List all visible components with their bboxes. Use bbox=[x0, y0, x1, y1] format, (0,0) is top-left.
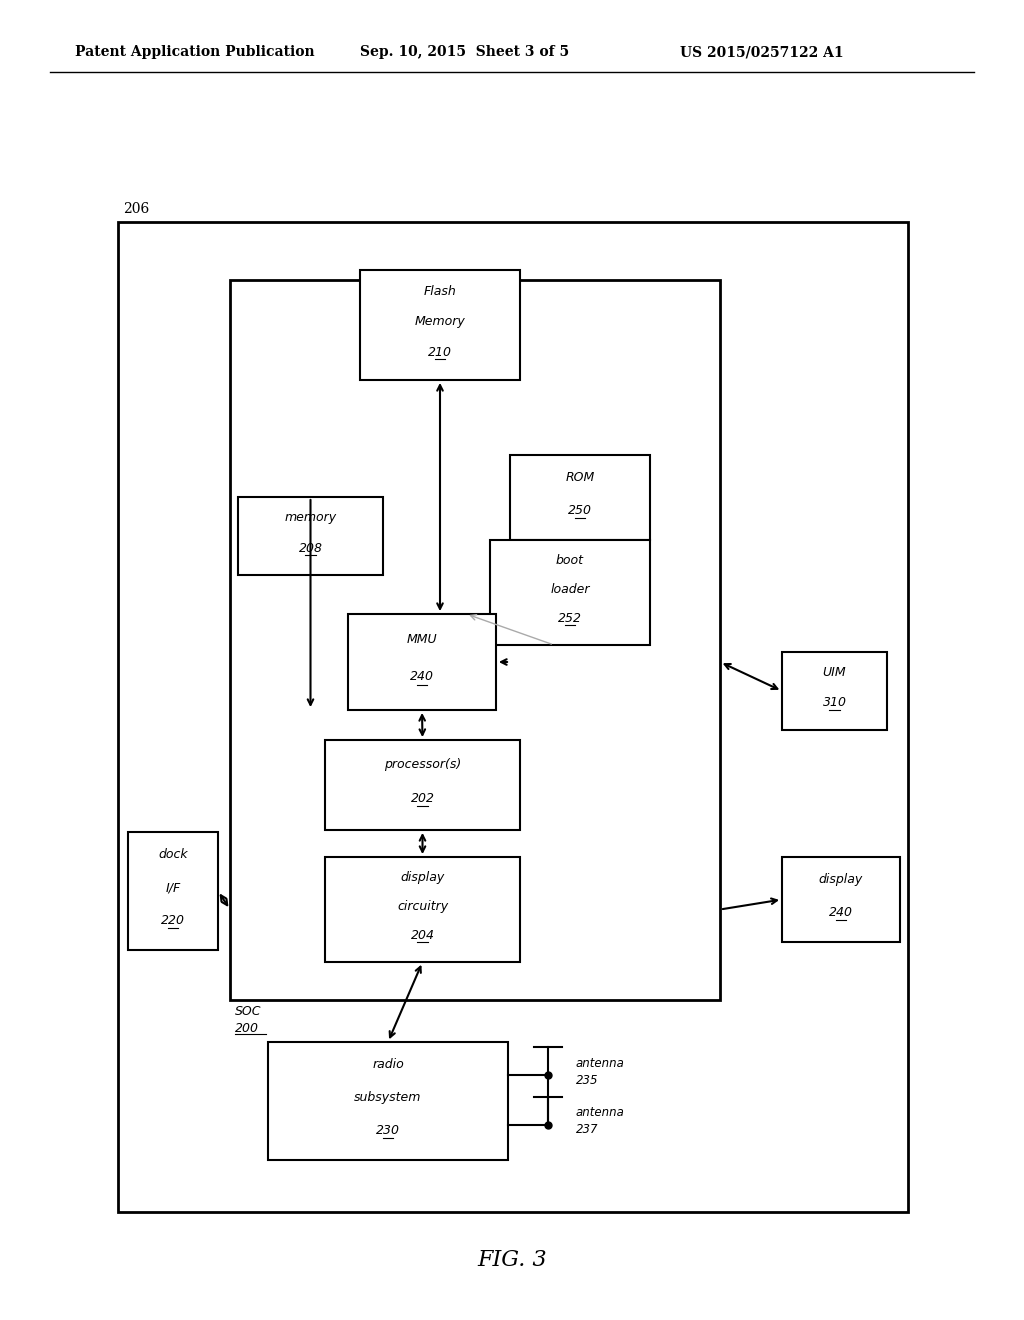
Text: display: display bbox=[819, 874, 863, 887]
Text: SOC: SOC bbox=[234, 1005, 261, 1018]
Text: loader: loader bbox=[550, 583, 590, 597]
Bar bbox=[360, 271, 520, 380]
Text: 235: 235 bbox=[575, 1073, 598, 1086]
Bar bbox=[128, 832, 218, 950]
Bar bbox=[348, 614, 496, 710]
Bar bbox=[510, 455, 650, 540]
Text: Flash: Flash bbox=[424, 285, 457, 298]
Text: US 2015/0257122 A1: US 2015/0257122 A1 bbox=[680, 45, 844, 59]
Text: boot: boot bbox=[556, 554, 584, 566]
Bar bbox=[490, 540, 650, 645]
Text: Memory: Memory bbox=[415, 315, 465, 329]
Text: 230: 230 bbox=[376, 1125, 400, 1137]
Text: Sep. 10, 2015  Sheet 3 of 5: Sep. 10, 2015 Sheet 3 of 5 bbox=[360, 45, 569, 59]
Bar bbox=[118, 222, 908, 1212]
Text: 208: 208 bbox=[299, 541, 323, 554]
Bar bbox=[268, 1041, 508, 1160]
Text: 210: 210 bbox=[428, 346, 452, 359]
Text: display: display bbox=[400, 871, 444, 884]
Text: 240: 240 bbox=[829, 906, 853, 919]
Text: radio: radio bbox=[372, 1059, 403, 1072]
Text: memory: memory bbox=[285, 511, 337, 524]
Text: I/F: I/F bbox=[165, 882, 180, 894]
Bar bbox=[782, 652, 887, 730]
Bar bbox=[230, 280, 720, 1001]
Text: antenna: antenna bbox=[575, 1106, 625, 1119]
Text: 252: 252 bbox=[558, 612, 582, 626]
Text: 240: 240 bbox=[410, 671, 434, 684]
Text: antenna: antenna bbox=[575, 1056, 625, 1069]
Text: subsystem: subsystem bbox=[354, 1092, 422, 1105]
Text: 237: 237 bbox=[575, 1123, 598, 1137]
Text: 200: 200 bbox=[234, 1022, 259, 1035]
Bar bbox=[782, 857, 900, 942]
Bar bbox=[325, 741, 520, 830]
Text: Patent Application Publication: Patent Application Publication bbox=[75, 45, 314, 59]
Text: ROM: ROM bbox=[565, 471, 595, 484]
Text: circuitry: circuitry bbox=[397, 900, 449, 913]
Text: 204: 204 bbox=[411, 929, 434, 942]
Text: dock: dock bbox=[158, 849, 187, 862]
Bar bbox=[325, 857, 520, 962]
Text: 206: 206 bbox=[123, 202, 150, 216]
Text: processor(s): processor(s) bbox=[384, 758, 461, 771]
Text: FIG. 3: FIG. 3 bbox=[477, 1249, 547, 1271]
Text: UIM: UIM bbox=[822, 667, 846, 680]
Bar bbox=[238, 498, 383, 576]
Text: 202: 202 bbox=[411, 792, 434, 805]
Text: 310: 310 bbox=[822, 697, 847, 710]
Text: MMU: MMU bbox=[407, 634, 437, 647]
Text: 250: 250 bbox=[568, 504, 592, 517]
Text: 220: 220 bbox=[161, 913, 185, 927]
